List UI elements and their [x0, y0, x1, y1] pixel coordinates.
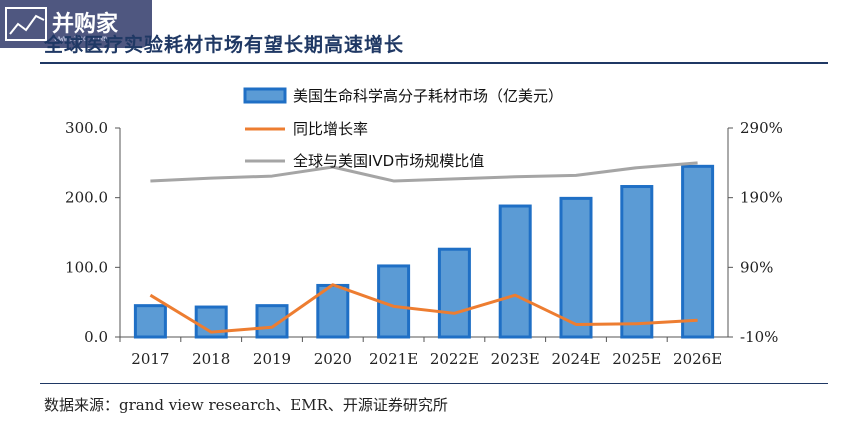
y-left-tick-label: 0.0 — [84, 328, 108, 346]
x-tick-label: 2017 — [131, 350, 169, 368]
source-note: 数据来源：grand view research、EMR、开源证券研究所 — [44, 396, 448, 414]
bar — [437, 247, 471, 339]
x-tick-label: 2026E — [673, 350, 722, 368]
watermark-url: www.ipo.com — [54, 34, 107, 43]
x-tick-label: 2018 — [192, 350, 230, 368]
ivd-ratio-line — [150, 161, 698, 183]
y-right-tick-label: 190% — [740, 189, 783, 207]
legend-bar-swatch — [243, 87, 287, 104]
y-left-tick-label: 200.0 — [65, 189, 108, 207]
bar — [620, 185, 654, 339]
legend-bar-label: 美国生命科学高分子耗材市场（亿美元） — [293, 87, 563, 105]
title-divider — [40, 62, 828, 64]
x-tick-label: 2025E — [612, 350, 661, 368]
chart-title: 全球医疗实验耗材市场有望长期高速增长 — [44, 34, 405, 56]
bar — [681, 164, 715, 339]
x-tick-label: 2024E — [551, 350, 600, 368]
watermark-logo: 并购家 www.ipo.com — [0, 0, 152, 48]
growth-rate-line — [149, 283, 698, 334]
bar — [498, 204, 532, 339]
bar — [255, 304, 289, 339]
source-divider — [40, 383, 828, 384]
y-right-tick-label: 290% — [740, 119, 783, 137]
y-right-tick-label: -10% — [740, 328, 778, 346]
legend-ratio-label: 全球与美国IVD市场规模比值 — [293, 152, 484, 170]
legend-growth-label: 同比增长率 — [293, 120, 368, 138]
y-right-tick-label: 90% — [740, 258, 773, 276]
bar — [133, 304, 167, 339]
x-tick-label: 2023E — [491, 350, 540, 368]
bar — [559, 196, 593, 339]
x-tick-label: 2021E — [369, 350, 418, 368]
watermark-text: 并购家 — [52, 12, 119, 37]
y-left-tick-label: 300.0 — [65, 119, 108, 137]
x-tick-label: 2020 — [314, 350, 352, 368]
chart-logo-icon — [5, 7, 47, 41]
bar — [316, 283, 350, 339]
x-tick-label: 2022E — [430, 350, 479, 368]
y-left-tick-label: 100.0 — [65, 258, 108, 276]
x-tick-label: 2019 — [253, 350, 291, 368]
